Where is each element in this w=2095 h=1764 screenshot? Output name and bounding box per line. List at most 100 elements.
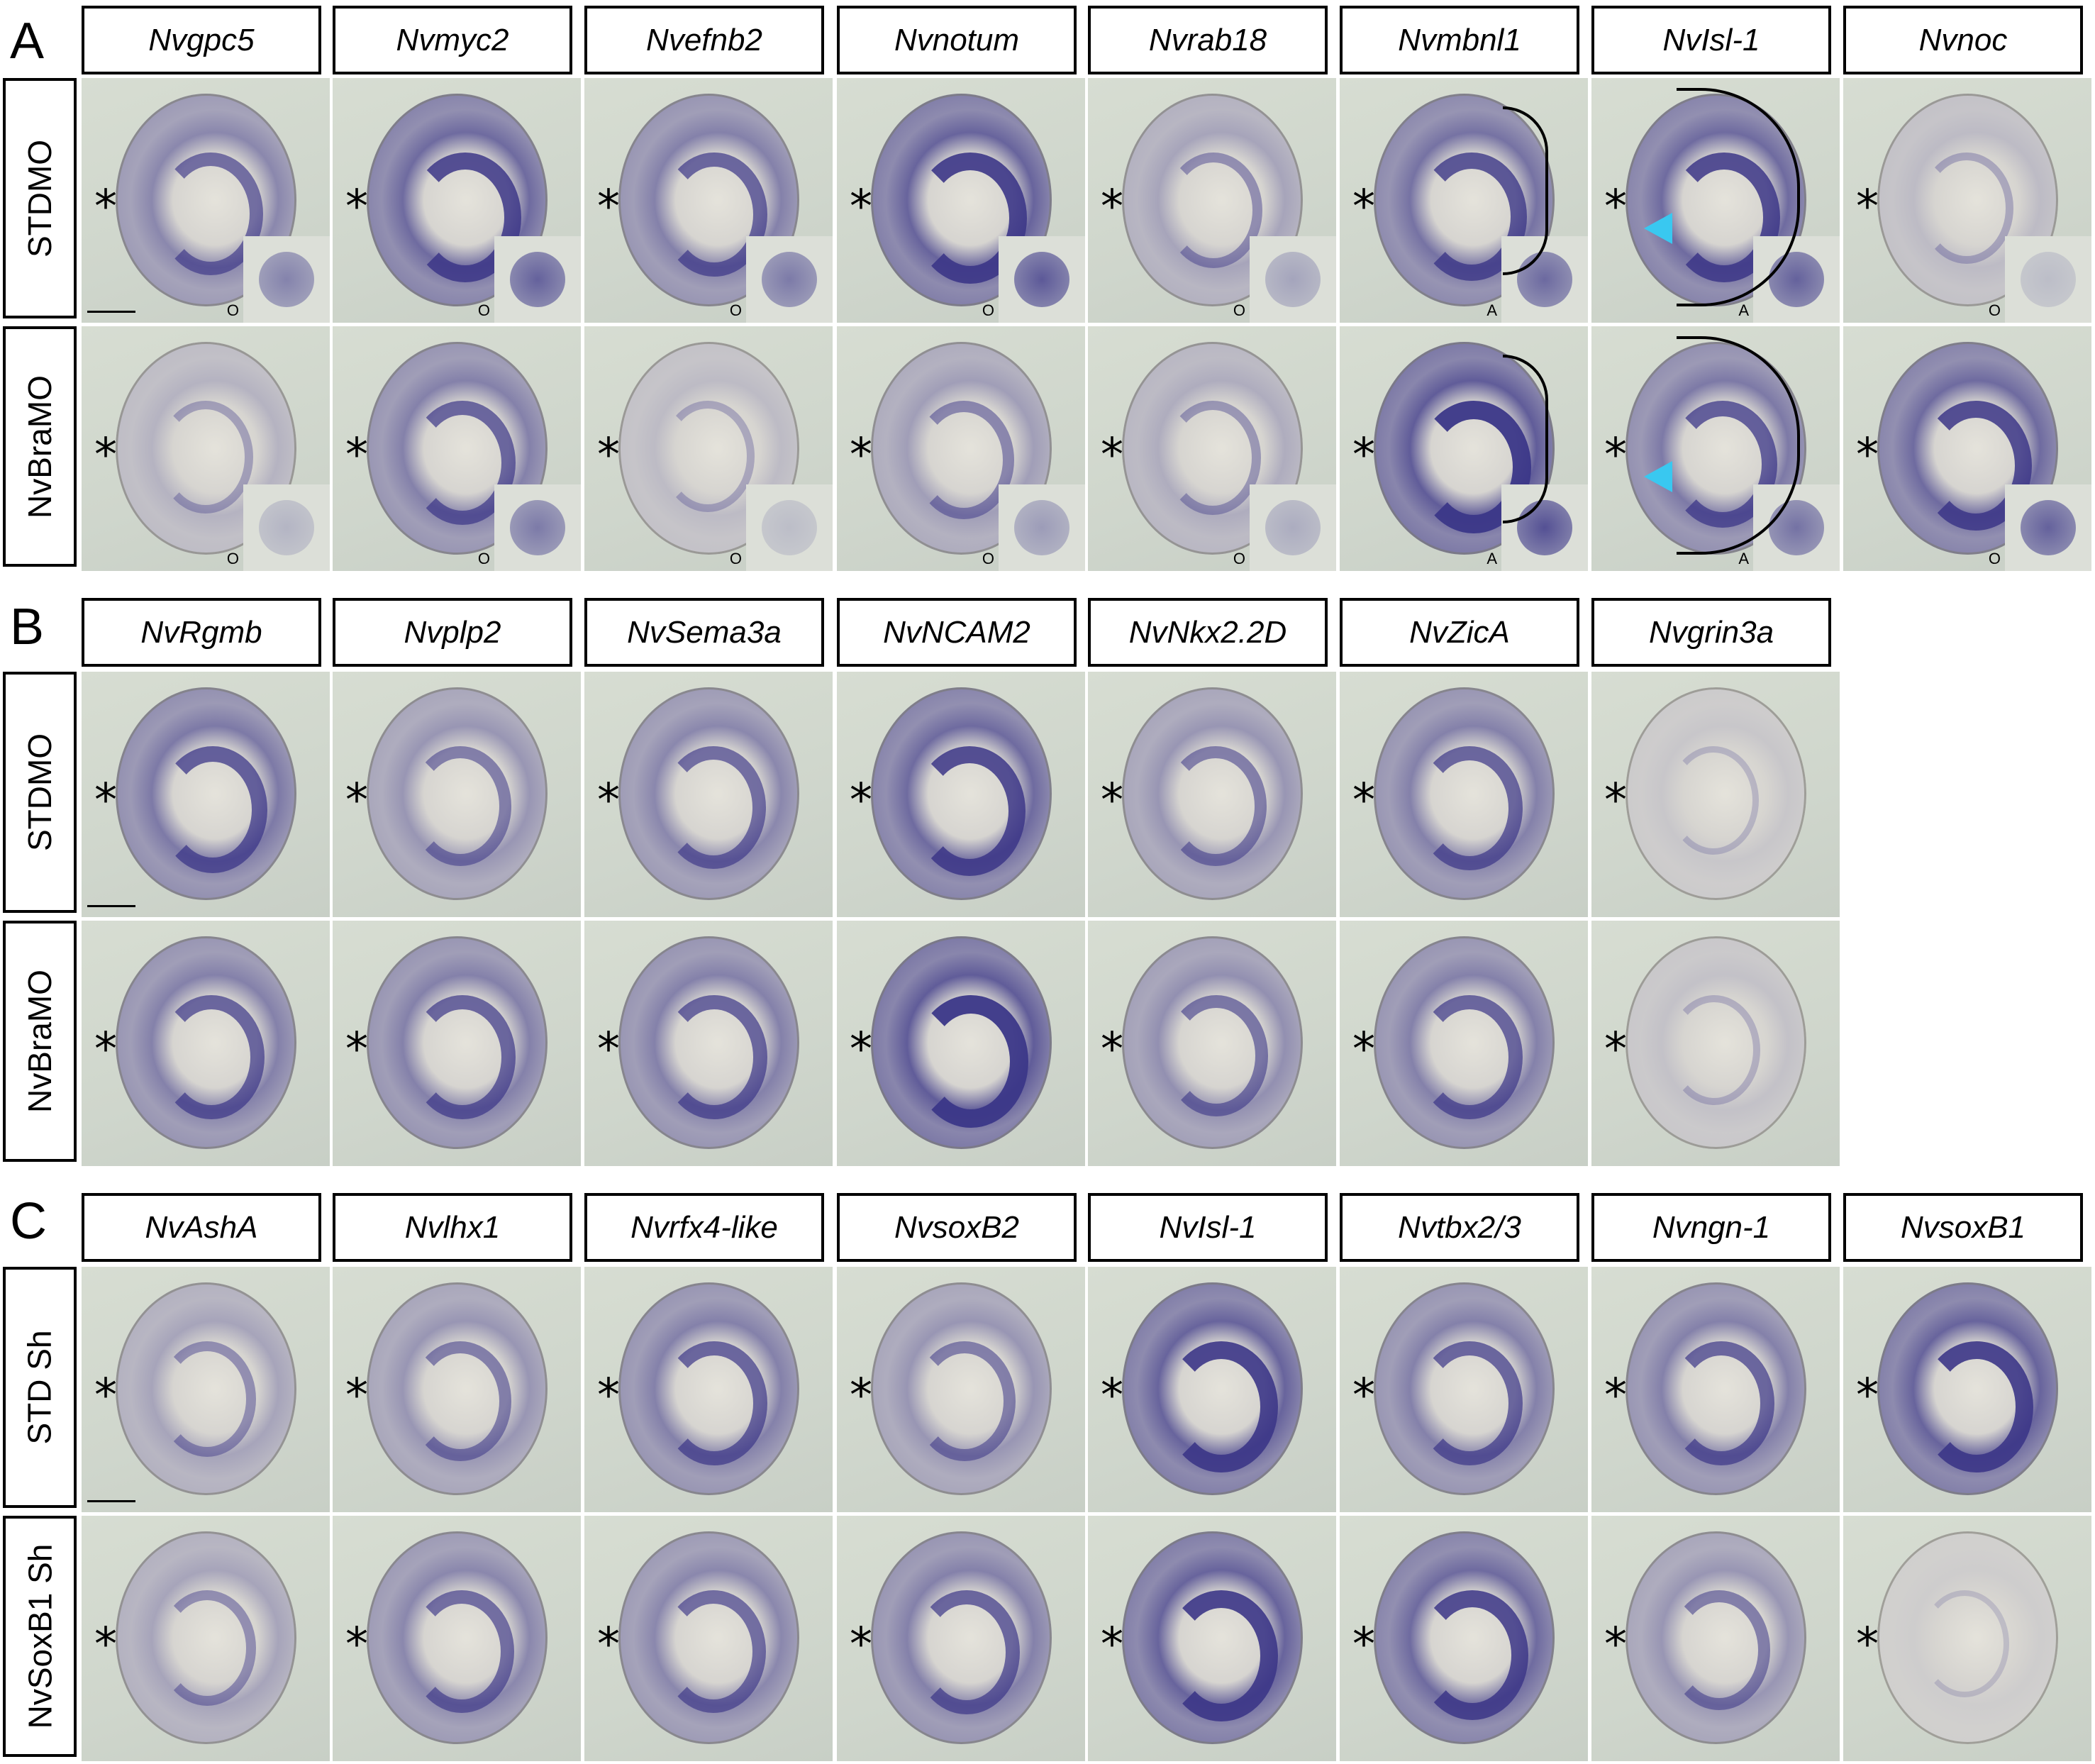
- pharynx-ring: [1165, 152, 1262, 268]
- gene-header: NvSema3a: [584, 598, 824, 667]
- pharynx-ring: [661, 1341, 767, 1465]
- embryo-image: * O: [333, 78, 581, 323]
- embryo-image: *: [333, 1516, 581, 1761]
- pharynx-ring: [158, 995, 265, 1119]
- gene-header: Nvmyc2: [333, 6, 572, 74]
- inset-view-label: A: [1486, 550, 1497, 567]
- gene-header: Nvlhx1: [333, 1193, 572, 1262]
- oral-pole-asterisk: *: [345, 1370, 368, 1422]
- inset-view-label: O: [1988, 301, 2001, 319]
- row-label: NvSoxB1 Sh: [3, 1516, 77, 1757]
- oral-pole-asterisk: *: [1101, 1370, 1123, 1422]
- arrowhead-marker: [1644, 213, 1672, 244]
- embryo-image: * A: [1340, 78, 1588, 323]
- oral-pole-asterisk: *: [1352, 181, 1375, 233]
- pharynx-ring: [1416, 1590, 1528, 1720]
- inset-view-label: A: [1738, 550, 1749, 567]
- inset-view-label: O: [226, 550, 239, 567]
- embryo-image: *: [1591, 672, 1840, 917]
- inset-view-label: O: [982, 301, 994, 319]
- embryo-image: * O: [584, 326, 833, 571]
- oral-pole-asterisk: *: [1352, 429, 1375, 482]
- inset-view-label: O: [1988, 550, 2001, 567]
- pharynx-ring: [1920, 152, 2013, 264]
- oral-pole-asterisk: *: [94, 1370, 117, 1422]
- oral-pole-asterisk: *: [94, 775, 117, 827]
- oral-pole-asterisk: *: [850, 429, 872, 482]
- oral-view-inset: [2005, 236, 2091, 323]
- embryo-image: * A: [1591, 326, 1840, 571]
- oral-pole-asterisk: *: [597, 1619, 620, 1671]
- oral-pole-asterisk: *: [1604, 1619, 1627, 1671]
- gene-header: NvRgmb: [82, 598, 321, 667]
- embryo-image: *: [1088, 1267, 1336, 1512]
- pharynx-ring: [913, 1590, 1020, 1714]
- pharynx-ring: [1416, 995, 1523, 1119]
- inset-view-label: O: [1233, 301, 1245, 319]
- pharynx-ring: [409, 746, 511, 866]
- oral-view-inset: [746, 236, 833, 323]
- inset-view-label: O: [729, 301, 742, 319]
- pharynx-ring: [1165, 401, 1261, 515]
- oral-view-inset: [243, 484, 330, 571]
- inset-embryo: [259, 500, 314, 555]
- oral-pole-asterisk: *: [850, 1370, 872, 1422]
- pharynx-ring: [1165, 1341, 1278, 1472]
- pharynx-ring: [158, 1590, 256, 1706]
- pharynx-ring: [409, 1590, 514, 1713]
- pharynx-ring: [1165, 1590, 1278, 1721]
- embryo-image: * O: [837, 78, 1085, 323]
- embryo-image: *: [1591, 921, 1840, 1166]
- row-label-text: STDMO: [21, 733, 59, 852]
- pharynx-ring: [1668, 995, 1760, 1105]
- embryo-image: *: [1088, 672, 1336, 917]
- inset-embryo: [510, 252, 565, 307]
- scale-bar: [87, 905, 135, 907]
- embryo-image: * O: [1088, 326, 1336, 571]
- inset-embryo: [510, 500, 565, 555]
- inset-view-label: O: [226, 301, 239, 319]
- pharynx-ring: [913, 746, 1026, 876]
- oral-pole-asterisk: *: [94, 429, 117, 482]
- oral-pole-asterisk: *: [94, 181, 117, 233]
- gene-header: Nvefnb2: [584, 6, 824, 74]
- oral-pole-asterisk: *: [850, 775, 872, 827]
- oral-pole-asterisk: *: [1604, 181, 1627, 233]
- pharynx-ring: [913, 1341, 1016, 1461]
- inset-embryo: [2021, 500, 2076, 555]
- pharynx-ring: [1165, 746, 1267, 866]
- pharynx-ring: [661, 1590, 766, 1713]
- row-label: STD Sh: [3, 1267, 77, 1508]
- pharynx-ring: [1920, 1341, 2033, 1472]
- oral-pole-asterisk: *: [850, 1024, 872, 1076]
- oral-pole-asterisk: *: [1856, 429, 1879, 482]
- embryo-image: *: [1340, 672, 1588, 917]
- oral-pole-asterisk: *: [345, 1619, 368, 1671]
- embryo-image: *: [82, 672, 330, 917]
- gene-header: Nvrfx4-like: [584, 1193, 824, 1262]
- oral-pole-asterisk: *: [597, 181, 620, 233]
- gene-header: Nvgpc5: [82, 6, 321, 74]
- oral-view-inset: [2005, 484, 2091, 571]
- oral-pole-asterisk: *: [345, 181, 368, 233]
- oral-view-inset: [999, 484, 1085, 571]
- pharynx-ring: [1416, 746, 1523, 870]
- inset-embryo: [1014, 500, 1069, 555]
- embryo-image: * O: [1843, 78, 2091, 323]
- oral-pole-asterisk: *: [1101, 1024, 1123, 1076]
- inset-view-label: A: [1486, 301, 1497, 319]
- pharynx-ring: [1668, 746, 1759, 855]
- gene-header: Nvgrin3a: [1591, 598, 1831, 667]
- oral-view-inset: [1250, 484, 1336, 571]
- pharynx-ring: [1668, 1590, 1770, 1710]
- row-label: NvBraMO: [3, 921, 77, 1162]
- embryo-image: *: [82, 921, 330, 1166]
- embryo-image: *: [837, 1267, 1085, 1512]
- embryo-image: *: [1843, 1516, 2091, 1761]
- row-label-text: NvSoxB1 Sh: [21, 1543, 59, 1729]
- oral-pole-asterisk: *: [597, 1370, 620, 1422]
- oral-pole-asterisk: *: [1604, 1370, 1627, 1422]
- row-label-text: NvBraMO: [21, 970, 58, 1113]
- gene-header: Nvrab18: [1088, 6, 1328, 74]
- scale-bar: [87, 311, 135, 313]
